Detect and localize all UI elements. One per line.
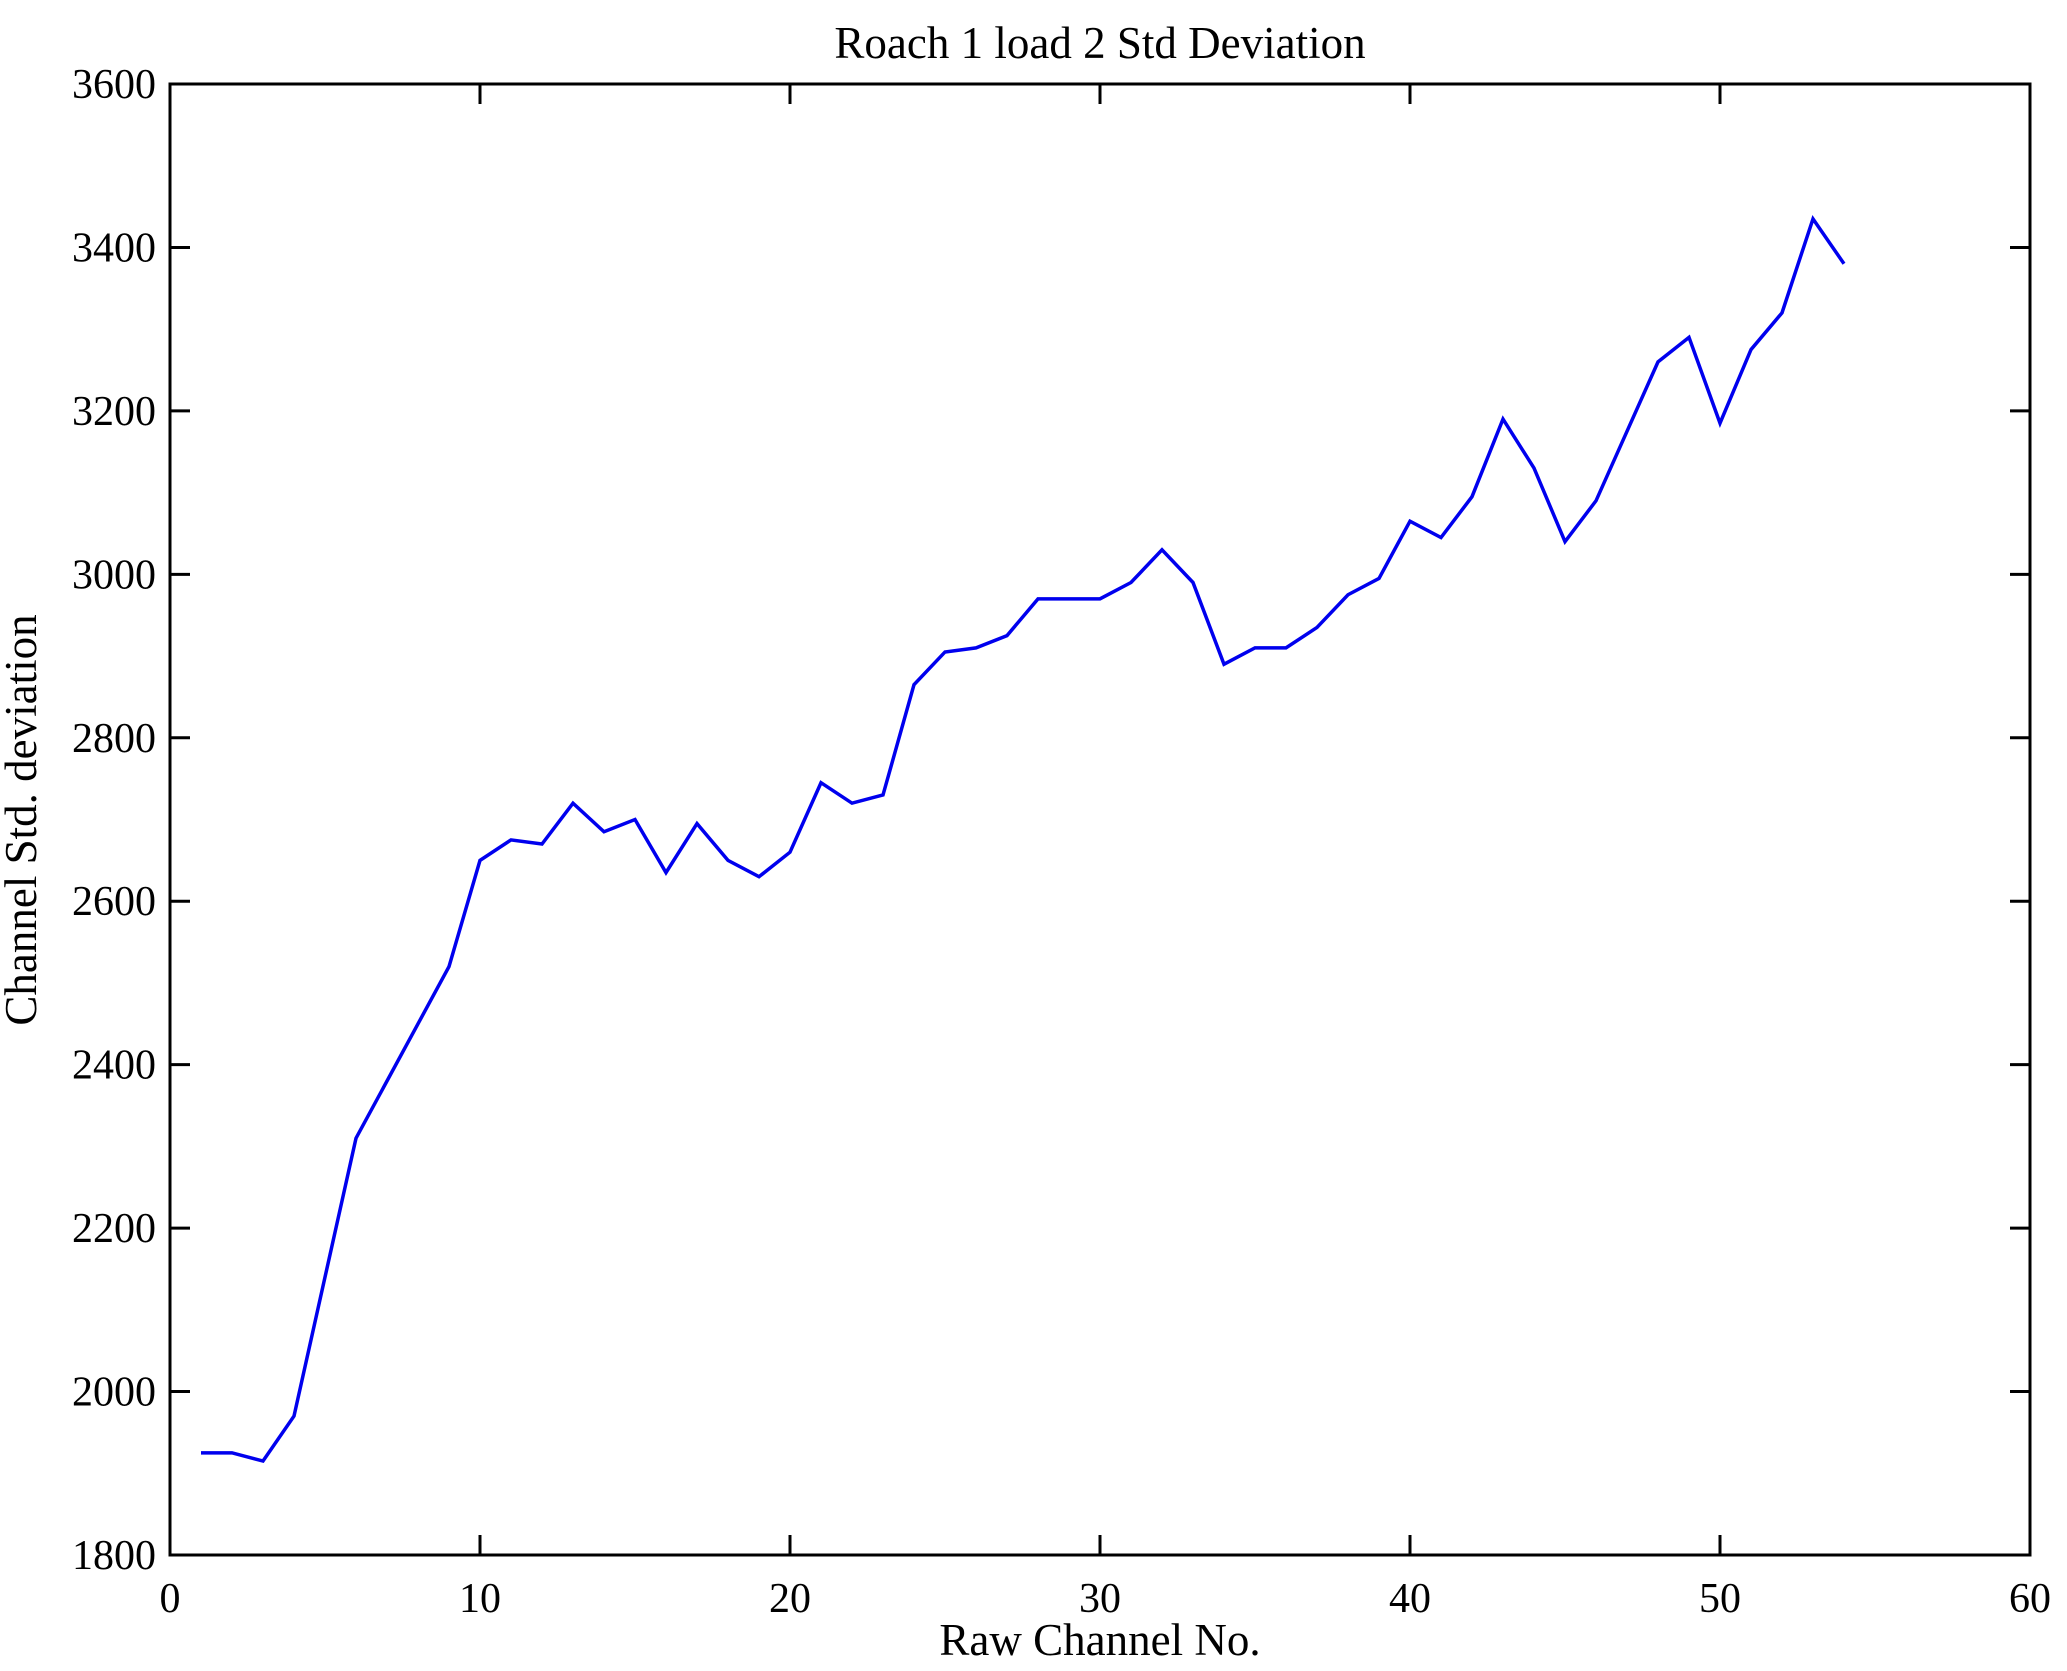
plot-border: [168, 82, 2032, 1557]
x-axis-label: Raw Channel No.: [939, 1615, 1260, 1665]
x-tick-label: 30: [1079, 1576, 1121, 1622]
x-tick-label: 40: [1389, 1576, 1431, 1622]
y-tick-label: 3000: [72, 552, 156, 598]
y-tick-label: 1800: [72, 1533, 156, 1579]
y-tick-label: 3200: [72, 389, 156, 435]
axis-tick-labels: 0 10 20 30 40 50 60 1800 2000 2200 2400 2600 2800 300…: [72, 62, 2051, 1622]
y-tick-label: 2800: [72, 716, 156, 762]
y-tick-label: 2400: [72, 1043, 156, 1089]
y-tick-label: 2600: [72, 879, 156, 925]
y-tick-label: 2000: [72, 1370, 156, 1416]
y-tick-label: 2200: [72, 1206, 156, 1252]
axis-ticks: [168, 82, 2032, 1557]
data-line-channel-std-deviation: [201, 214, 1846, 1464]
x-tick-label: 0: [160, 1576, 181, 1622]
chart-title: Roach 1 load 2 Std Deviation: [834, 18, 1365, 68]
data-series: [201, 214, 1846, 1464]
y-axis-label: Channel Std. deviation: [0, 614, 46, 1025]
x-tick-label: 20: [769, 1576, 811, 1622]
y-tick-label: 3400: [72, 225, 156, 271]
x-tick-label: 10: [459, 1576, 501, 1622]
y-tick-label: 3600: [72, 62, 156, 108]
x-tick-label: 60: [2009, 1576, 2051, 1622]
x-tick-label: 50: [1699, 1576, 1741, 1622]
